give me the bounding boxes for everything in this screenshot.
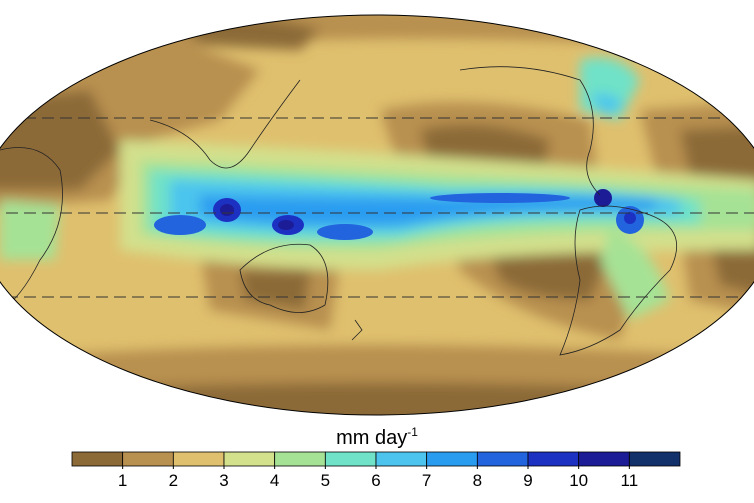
- colorbar-box: [527, 451, 580, 467]
- unit: mm day: [336, 427, 407, 449]
- colorbar-box: [426, 451, 478, 467]
- colorbar-tick-label: 8: [473, 471, 482, 490]
- colorbar-box: [223, 451, 276, 467]
- colorbar-tick-label: 1: [118, 471, 127, 490]
- colorbar-box: [71, 451, 124, 467]
- colorbar-tick-label: 3: [219, 471, 228, 490]
- colorbar-tick-label: 10: [569, 471, 588, 490]
- colorbar-tick-label: 5: [321, 471, 330, 490]
- colorbar-box: [274, 451, 326, 467]
- colorbar-tick-label: 7: [422, 471, 431, 490]
- colorbar-tick-label: 4: [270, 471, 279, 490]
- map-border: [0, 14, 754, 416]
- colorbar: 1 2 3 4 5 6 7 8 9 10 11: [71, 451, 681, 490]
- colorbar-box: [375, 451, 428, 467]
- colorbar-tick-label: 11: [621, 471, 639, 490]
- colorbar-box: [476, 451, 529, 467]
- colorbar-box: [324, 451, 377, 467]
- colorbar-box: [578, 451, 630, 467]
- colorbar-box: [122, 451, 174, 467]
- colorbar-tick-label: 2: [169, 471, 178, 490]
- unit-exponent: -1: [407, 425, 418, 439]
- colorbar-tick-label: 6: [371, 471, 380, 490]
- colorbar-box: [628, 451, 681, 467]
- colorbar-tick-label: 9: [523, 471, 532, 490]
- colorbar-label: mm day-1: [336, 425, 418, 449]
- colorbar-box: [172, 451, 225, 467]
